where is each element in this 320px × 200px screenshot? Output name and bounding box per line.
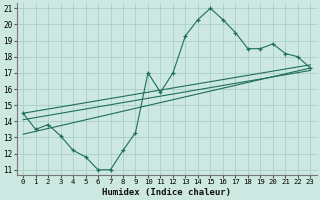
X-axis label: Humidex (Indice chaleur): Humidex (Indice chaleur) xyxy=(102,188,231,197)
